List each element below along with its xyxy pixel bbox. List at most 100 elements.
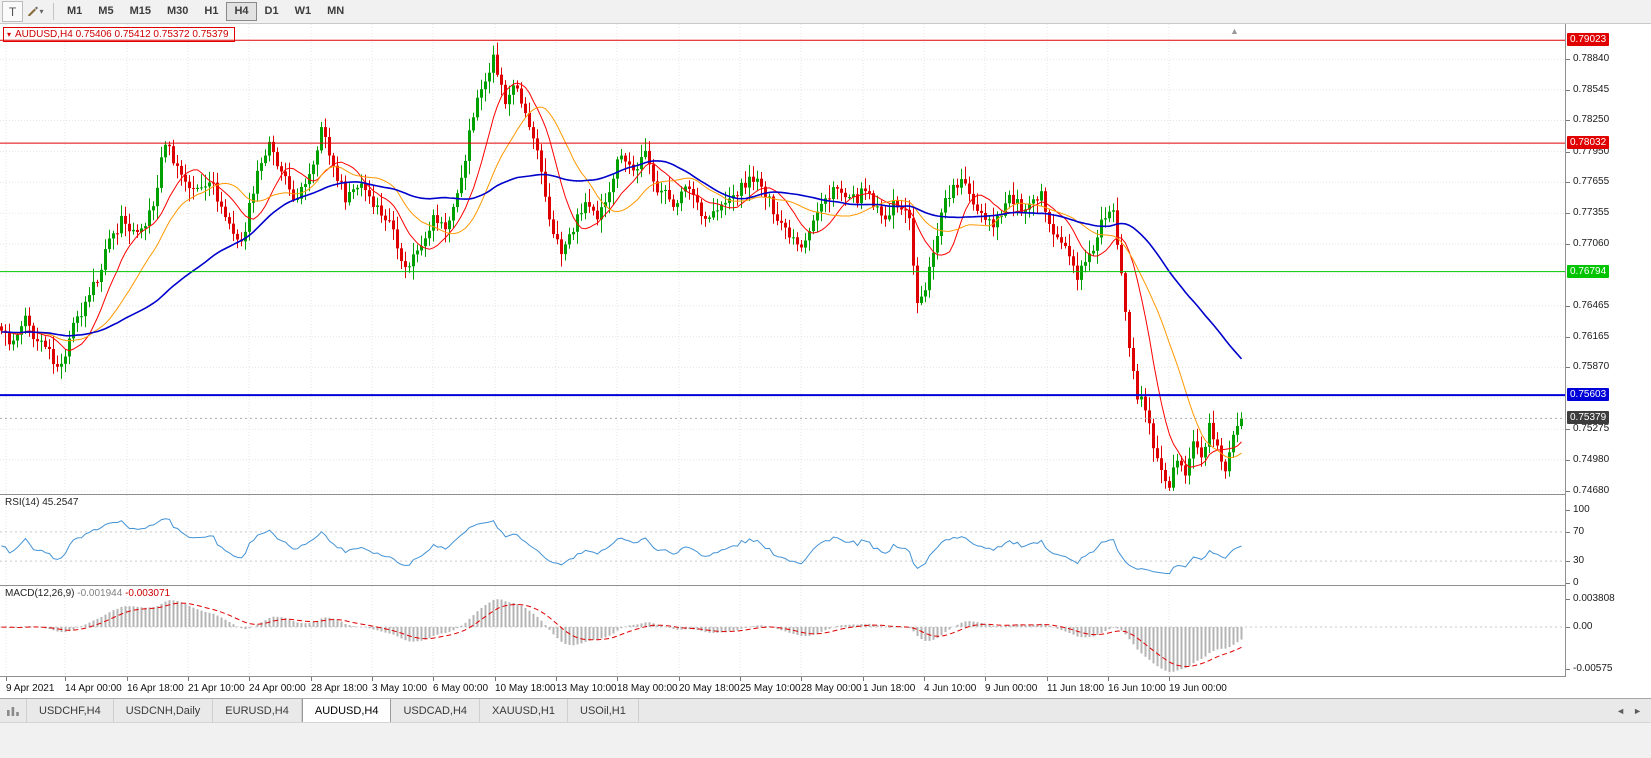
price-tick-label: 0.74980 (1573, 454, 1610, 465)
price-tick-label: 0.78545 (1573, 84, 1610, 95)
tab-scroll-arrows: ◄ ► (1607, 699, 1651, 722)
chart-tabs: USDCHF,H4 USDCNH,Daily EURUSD,H4 AUDUSD,H4 U… (27, 699, 639, 722)
hline-price-badge[interactable]: 0.76794 (1567, 265, 1610, 278)
hline-price-badge[interactable]: 0.78032 (1567, 136, 1610, 149)
price-tick-label: 0.76465 (1573, 300, 1610, 311)
hline-price-badge[interactable]: 0.79023 (1567, 33, 1610, 46)
macd-tick (1566, 599, 1570, 600)
rsi-tick-label: 70 (1573, 526, 1585, 537)
macd-indicator-pane[interactable] (0, 586, 1565, 676)
rsi-tick (1566, 510, 1570, 511)
timeframe-button-m15[interactable]: M15 (129, 5, 151, 17)
pane-separator[interactable] (0, 494, 1565, 495)
price-tick-label: 0.76165 (1573, 331, 1610, 342)
time-tick-label: 16 Jun 10:00 (1108, 683, 1166, 694)
macd-chart (0, 586, 1565, 676)
time-tick-label: 21 Apr 10:00 (188, 683, 245, 694)
tab-usdcad-h4[interactable]: USDCAD,H4 (391, 699, 481, 722)
price-tick (1566, 429, 1570, 430)
time-tick (1169, 677, 1170, 681)
tab-eurusd-h4[interactable]: EURUSD,H4 (213, 699, 302, 722)
price-tick (1566, 306, 1570, 307)
time-tick (127, 677, 128, 681)
time-tick (433, 677, 434, 681)
time-tick (679, 677, 680, 681)
price-axis[interactable]: 0.78840 0.78545 0.78250 0.77950 0.77655 0.773… (1566, 24, 1651, 677)
timeframe-toolbar: M1 M5 M15 M30 H1 H4 D1 W1 MN (59, 2, 352, 21)
macd-tick-label: 0.00 (1573, 621, 1593, 632)
time-tick-label: 9 Jun 00:00 (985, 683, 1038, 694)
price-tick-label: 0.75870 (1573, 361, 1610, 372)
time-tick-label: 14 Apr 00:00 (65, 683, 122, 694)
time-tick (863, 677, 864, 681)
macd-tick (1566, 669, 1570, 670)
time-tick-label: 13 May 10:00 (556, 683, 617, 694)
rsi-tick-label: 30 (1573, 555, 1585, 566)
time-axis[interactable]: 9 Apr 2021 14 Apr 00:00 16 Apr 18:00 21 Apr… (0, 677, 1651, 698)
symbol-marker-icon: ▾ (7, 30, 12, 39)
time-tick-label: 9 Apr 2021 (6, 683, 55, 694)
time-tick (740, 677, 741, 681)
price-tick (1566, 460, 1570, 461)
timeframe-button-d1[interactable]: D1 (264, 5, 279, 17)
timeframe-button-m1[interactable]: M1 (67, 5, 83, 17)
time-tick-label: 11 Jun 18:00 (1047, 683, 1105, 694)
time-tick (188, 677, 189, 681)
price-tick-label: 0.78250 (1573, 114, 1610, 125)
time-tick (65, 677, 66, 681)
tab-usoil-h1[interactable]: USOil,H1 (568, 699, 639, 722)
time-tick (801, 677, 802, 681)
chart-shift-marker-icon[interactable]: ▲ (1230, 26, 1239, 36)
timeframe-button-m5[interactable]: M5 (98, 5, 114, 17)
price-tick (1566, 90, 1570, 91)
tab-xauusd-h1[interactable]: XAUUSD,H1 (480, 699, 568, 722)
pencil-icon (27, 5, 39, 19)
rsi-label: RSI(14) 45.2547 (5, 497, 79, 508)
chevron-down-icon: ▾ (39, 7, 44, 16)
hline-price-badge[interactable]: 0.75603 (1567, 388, 1610, 401)
price-chart-pane[interactable] (0, 24, 1565, 494)
text-tool-icon: T (8, 4, 17, 19)
rsi-tick (1566, 532, 1570, 533)
time-tick (495, 677, 496, 681)
timeframe-button-m30[interactable]: M30 (166, 5, 189, 17)
time-tick (556, 677, 557, 681)
time-tick (617, 677, 618, 681)
timeframe-button-w1[interactable]: W1 (294, 5, 312, 17)
time-tick (249, 677, 250, 681)
rsi-tick-label: 100 (1573, 504, 1590, 515)
price-tick-label: 0.78840 (1573, 53, 1610, 64)
timeframe-button-h1[interactable]: H1 (204, 5, 219, 17)
text-tool-button[interactable]: T (2, 1, 23, 22)
timeframe-button-h4[interactable]: H4 (226, 2, 257, 21)
rsi-chart (0, 495, 1565, 585)
toolbar-separator (53, 3, 54, 20)
time-tick-label: 3 May 10:00 (372, 683, 428, 694)
macd-tick-label: 0.003808 (1573, 593, 1615, 604)
timeframe-button-mn[interactable]: MN (327, 5, 345, 17)
time-tick-label: 6 May 00:00 (433, 683, 489, 694)
tab-usdchf-h4[interactable]: USDCHF,H4 (27, 699, 114, 722)
price-tick-label: 0.75275 (1573, 423, 1610, 434)
price-tick (1566, 244, 1570, 245)
price-tick (1566, 59, 1570, 60)
toolbar: T ▾ M1 M5 M15 M30 H1 H4 D1 W1 MN (0, 0, 1651, 24)
time-tick (6, 677, 7, 681)
price-tick-label: 0.77655 (1573, 176, 1610, 187)
rsi-tick (1566, 561, 1570, 562)
candlestick-chart (0, 24, 1565, 494)
draw-tool-button[interactable]: ▾ (25, 1, 46, 22)
price-tick-label: 0.77355 (1573, 207, 1610, 218)
price-tick (1566, 337, 1570, 338)
tab-usdcnh-daily[interactable]: USDCNH,Daily (114, 699, 214, 722)
time-tick (924, 677, 925, 681)
pane-separator[interactable] (0, 585, 1565, 586)
tabs-scroll-left-icon[interactable]: ◄ (1616, 705, 1626, 716)
symbol-ohlc-text: AUDUSD,H4 0.75406 0.75412 0.75372 0.7537… (15, 29, 229, 40)
time-tick-label: 18 May 00:00 (617, 683, 678, 694)
rsi-indicator-pane[interactable] (0, 495, 1565, 585)
time-tick-label: 24 Apr 00:00 (249, 683, 306, 694)
price-axis-separator (1565, 24, 1566, 677)
tabs-scroll-right-icon[interactable]: ► (1633, 705, 1642, 716)
tab-audusd-h4[interactable]: AUDUSD,H4 (301, 699, 392, 722)
